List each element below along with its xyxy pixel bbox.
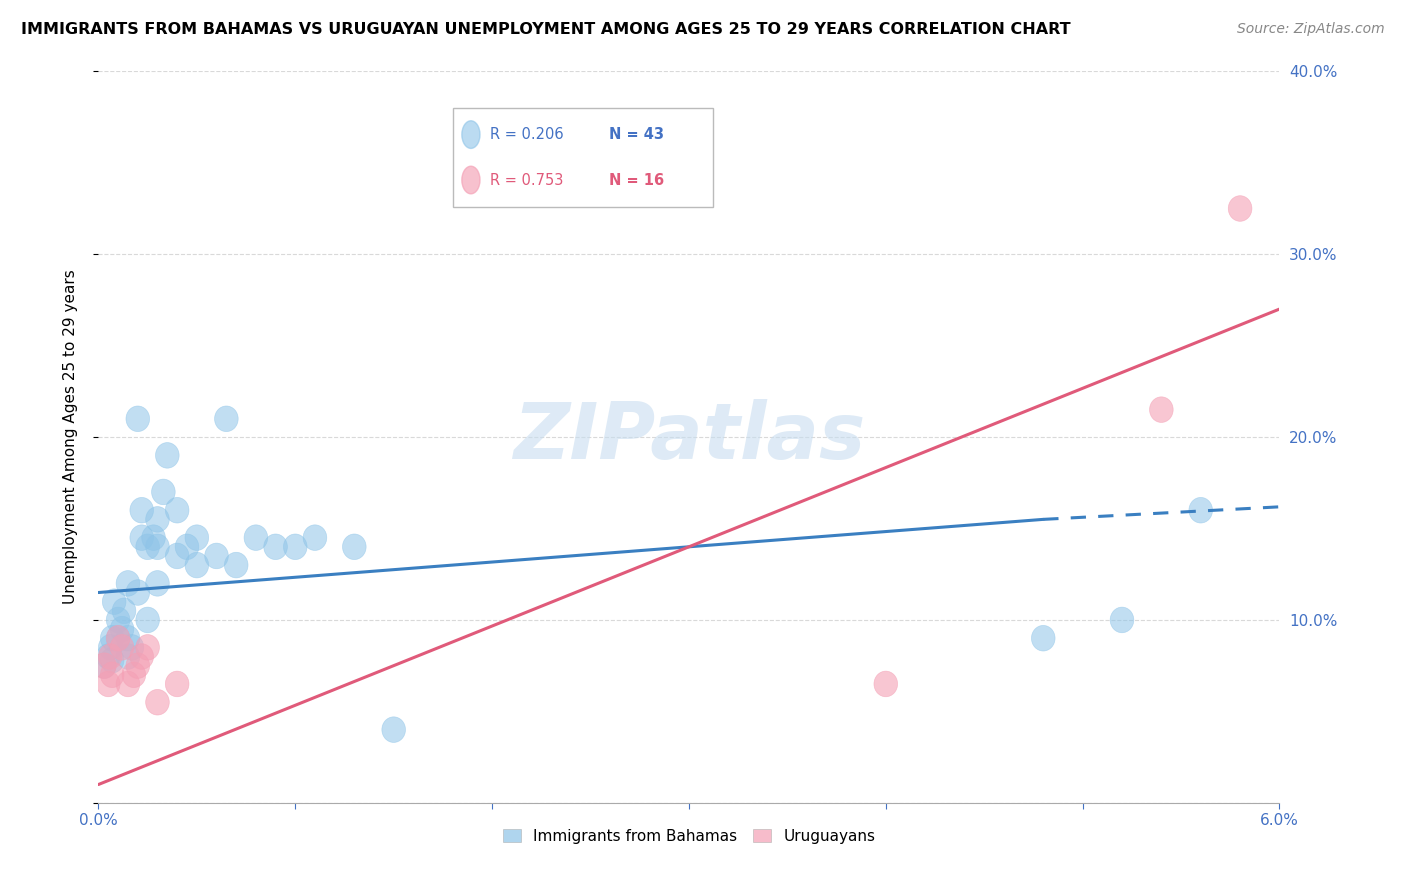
Ellipse shape <box>166 543 188 569</box>
Ellipse shape <box>127 406 149 432</box>
Ellipse shape <box>97 644 120 669</box>
Ellipse shape <box>1189 498 1212 523</box>
Legend: Immigrants from Bahamas, Uruguayans: Immigrants from Bahamas, Uruguayans <box>496 822 882 850</box>
Ellipse shape <box>117 644 139 669</box>
Ellipse shape <box>1032 625 1054 651</box>
Ellipse shape <box>107 607 129 632</box>
Ellipse shape <box>100 648 124 673</box>
Ellipse shape <box>166 498 188 523</box>
Ellipse shape <box>264 534 287 559</box>
Ellipse shape <box>142 524 166 550</box>
Ellipse shape <box>93 653 117 679</box>
Ellipse shape <box>117 625 139 651</box>
Ellipse shape <box>166 671 188 697</box>
Ellipse shape <box>120 634 143 660</box>
Ellipse shape <box>1111 607 1133 632</box>
Ellipse shape <box>304 524 326 550</box>
Ellipse shape <box>284 534 307 559</box>
Ellipse shape <box>107 625 129 651</box>
Ellipse shape <box>112 598 136 624</box>
Ellipse shape <box>875 671 897 697</box>
Ellipse shape <box>100 662 124 688</box>
Ellipse shape <box>146 534 169 559</box>
Ellipse shape <box>129 524 153 550</box>
Ellipse shape <box>176 534 198 559</box>
Text: ZIPatlas: ZIPatlas <box>513 399 865 475</box>
Ellipse shape <box>146 690 169 715</box>
Ellipse shape <box>127 653 149 679</box>
Ellipse shape <box>225 552 247 578</box>
Ellipse shape <box>1150 397 1173 423</box>
Ellipse shape <box>117 671 139 697</box>
Ellipse shape <box>136 634 159 660</box>
Ellipse shape <box>152 479 176 505</box>
Y-axis label: Unemployment Among Ages 25 to 29 years: Unemployment Among Ages 25 to 29 years <box>63 269 77 605</box>
Ellipse shape <box>110 634 134 660</box>
Ellipse shape <box>205 543 228 569</box>
Ellipse shape <box>382 717 405 742</box>
Ellipse shape <box>146 571 169 596</box>
Ellipse shape <box>122 662 146 688</box>
Text: Source: ZipAtlas.com: Source: ZipAtlas.com <box>1237 22 1385 37</box>
Ellipse shape <box>186 524 208 550</box>
Ellipse shape <box>136 607 159 632</box>
Ellipse shape <box>98 644 122 669</box>
Ellipse shape <box>186 552 208 578</box>
Ellipse shape <box>245 524 267 550</box>
Ellipse shape <box>127 580 149 606</box>
Ellipse shape <box>100 625 124 651</box>
Ellipse shape <box>1229 195 1251 221</box>
Ellipse shape <box>97 671 120 697</box>
Ellipse shape <box>129 644 153 669</box>
Ellipse shape <box>107 625 129 651</box>
Ellipse shape <box>156 442 179 468</box>
Ellipse shape <box>343 534 366 559</box>
Ellipse shape <box>98 634 122 660</box>
Ellipse shape <box>110 616 134 642</box>
Ellipse shape <box>93 653 117 679</box>
Ellipse shape <box>103 589 127 615</box>
Text: IMMIGRANTS FROM BAHAMAS VS URUGUAYAN UNEMPLOYMENT AMONG AGES 25 TO 29 YEARS CORR: IMMIGRANTS FROM BAHAMAS VS URUGUAYAN UNE… <box>21 22 1071 37</box>
Ellipse shape <box>117 571 139 596</box>
Ellipse shape <box>215 406 238 432</box>
Ellipse shape <box>146 507 169 533</box>
Ellipse shape <box>136 534 159 559</box>
Ellipse shape <box>129 498 153 523</box>
